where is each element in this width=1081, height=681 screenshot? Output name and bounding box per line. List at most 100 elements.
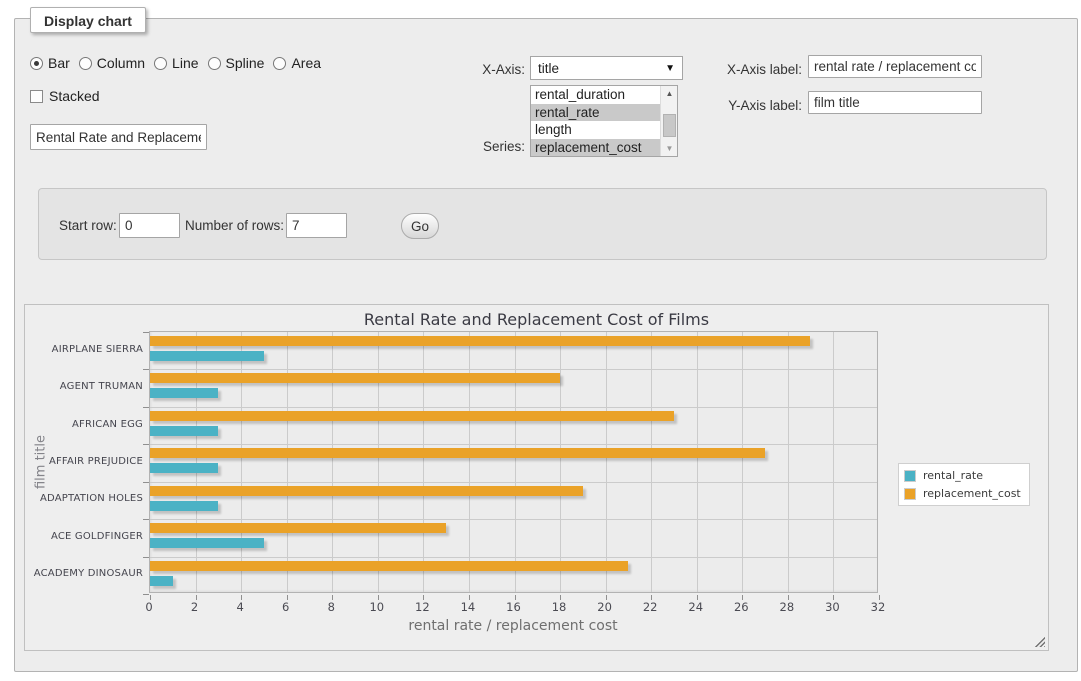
radio-icon[interactable] <box>207 56 221 70</box>
gridline <box>833 332 835 592</box>
y-tick-mark <box>143 519 149 521</box>
gridline <box>150 481 877 483</box>
category-label: AFFAIR PREJUDICE <box>48 456 143 467</box>
x-tick-mark <box>787 595 789 600</box>
bar-rental_rate <box>150 425 219 436</box>
scrollbar-thumb[interactable] <box>663 114 676 137</box>
bar-replacement_cost <box>150 560 629 571</box>
legend-label: rental_rate <box>923 469 983 482</box>
y-tick-mark <box>143 444 149 446</box>
gridline <box>468 332 470 592</box>
chart-legend: rental_rate replacement_cost <box>898 463 1030 506</box>
series-option-rental_duration[interactable]: rental_duration <box>535 87 626 102</box>
x-tick-mark <box>241 595 243 600</box>
gridline <box>332 332 334 592</box>
x-axis-label-input[interactable] <box>808 55 982 78</box>
checkbox-icon[interactable] <box>30 89 43 103</box>
x-tick-mark <box>560 595 562 600</box>
bar-replacement_cost <box>150 336 811 346</box>
gridline <box>696 332 698 592</box>
gridline <box>150 444 877 446</box>
series-option-rental_rate[interactable]: rental_rate <box>531 103 661 121</box>
category-label: ACE GOLDFINGER <box>50 530 143 542</box>
series-listbox[interactable]: ▲ ▼ rental_duration rental_rate length repl… <box>530 85 678 157</box>
chart-title-input[interactable] <box>30 124 207 150</box>
chart-type-radio-column[interactable]: Column <box>78 55 146 71</box>
number-of-rows-input[interactable] <box>286 213 347 238</box>
x-tick-mark <box>150 595 151 600</box>
chart-type-radio-bar[interactable]: Bar <box>30 55 70 71</box>
plot-area <box>143 331 880 600</box>
go-button[interactable]: Go <box>401 213 439 239</box>
x-tick-label: 4 <box>236 600 244 614</box>
resize-handle-icon[interactable] <box>1034 636 1045 647</box>
gridline <box>742 332 744 592</box>
radio-icon[interactable] <box>78 56 92 70</box>
chart-type-radio-spline[interactable]: Spline <box>207 55 264 71</box>
bar-rental_rate <box>150 463 219 474</box>
series-option-length[interactable]: length <box>535 122 572 137</box>
x-axis-label-label: X-Axis label: <box>726 62 802 77</box>
stacked-checkbox[interactable]: Stacked <box>30 88 100 104</box>
gridline <box>605 332 607 592</box>
category-label: AFRICAN EGG <box>72 418 143 430</box>
x-axis-selected-value: title <box>538 60 560 76</box>
category-label: AIRPLANE SIERRA <box>51 343 143 355</box>
scroll-up-icon[interactable]: ▲ <box>665 89 674 98</box>
x-tick-label: 18 <box>551 600 567 614</box>
category-label: ACADEMY DINOSAUR <box>33 568 143 580</box>
radio-label: Column <box>96 55 146 71</box>
bar-rental_rate <box>150 351 264 361</box>
x-tick-label: 12 <box>415 600 430 614</box>
y-tick-mark <box>143 332 149 333</box>
legend-item-replacement_cost: replacement_cost <box>904 487 1021 500</box>
category-label: AGENT TRUMAN <box>59 381 143 393</box>
legend-swatch <box>904 487 916 500</box>
x-tick-label: 10 <box>369 600 385 614</box>
x-axis-select-label: X-Axis: <box>482 62 525 77</box>
y-tick-mark <box>143 406 149 408</box>
chart-type-radio-area[interactable]: Area <box>273 55 321 71</box>
x-tick-mark <box>514 595 516 600</box>
gridline <box>377 332 379 592</box>
x-tick-label: 26 <box>733 600 749 614</box>
y-axis-label-label: Y-Axis label: <box>728 98 802 113</box>
radio-label: Line <box>172 55 199 71</box>
bar-rental_rate <box>150 388 219 399</box>
bar-rental_rate <box>150 500 219 511</box>
x-tick-mark <box>332 595 334 600</box>
radio-icon[interactable] <box>273 56 287 70</box>
radio-icon[interactable] <box>30 56 43 70</box>
gridline <box>241 332 243 592</box>
legend-swatch <box>904 469 916 482</box>
series-select-label: Series: <box>482 139 525 154</box>
gridline <box>195 332 197 592</box>
y-tick-mark <box>143 594 149 595</box>
scroll-down-icon[interactable]: ▼ <box>665 144 674 153</box>
radio-label: Bar <box>48 55 70 71</box>
x-axis-select[interactable]: title ▼ <box>530 56 683 80</box>
x-tick-label: 16 <box>506 600 521 614</box>
x-tick-mark <box>651 595 653 600</box>
x-tick-label: 28 <box>779 600 795 614</box>
y-tick-mark <box>143 556 149 558</box>
x-tick-mark <box>605 595 607 600</box>
x-tick-label: 24 <box>688 600 704 614</box>
radio-icon[interactable] <box>154 56 168 70</box>
x-tick-mark <box>286 595 288 600</box>
x-tick-mark <box>468 595 470 600</box>
start-row-input[interactable] <box>119 213 180 238</box>
x-tick-mark <box>377 595 379 600</box>
x-tick-mark <box>742 595 744 600</box>
x-tick-label: 22 <box>642 600 658 614</box>
gridline <box>150 406 877 408</box>
bar-replacement_cost <box>150 485 583 496</box>
x-tick-label: 8 <box>327 600 335 614</box>
chart-type-radio-line[interactable]: Line <box>154 55 199 71</box>
series-option-replacement_cost[interactable]: replacement_cost <box>531 138 661 156</box>
scrollbar[interactable]: ▲ ▼ <box>660 86 677 156</box>
stacked-label: Stacked <box>49 88 100 104</box>
x-tick-label: 30 <box>825 600 840 614</box>
gridline <box>560 332 562 592</box>
y-axis-label-input[interactable] <box>808 91 982 114</box>
